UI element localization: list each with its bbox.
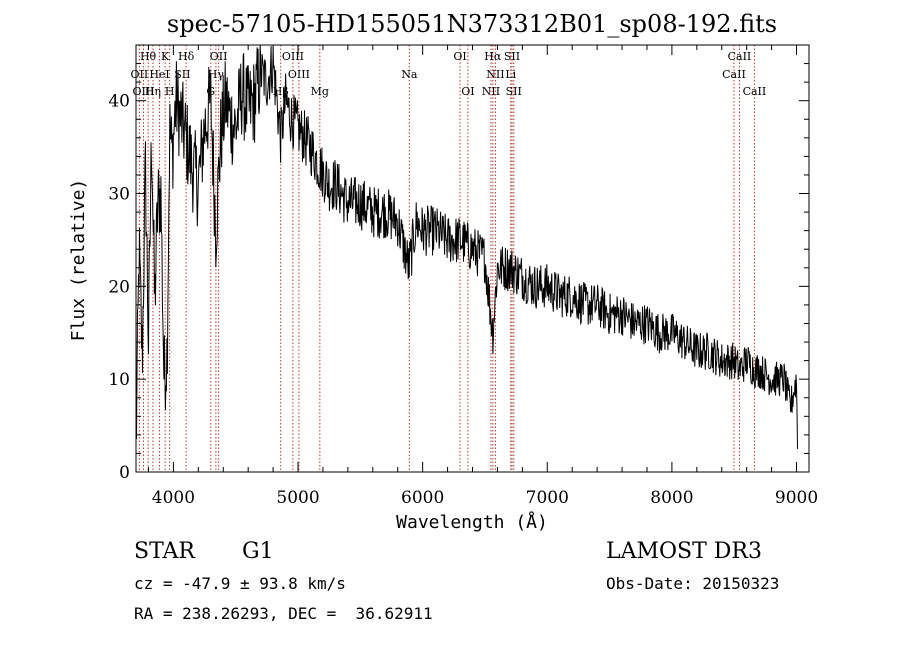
x-tick-label: 6000 xyxy=(401,488,444,508)
x-tick-label: 7000 xyxy=(526,488,569,508)
line-label: Hγ xyxy=(208,68,225,81)
plot-frame xyxy=(135,44,810,473)
y-tick-label: 30 xyxy=(108,185,130,205)
line-label: SII xyxy=(504,50,520,63)
x-tick-label: 8000 xyxy=(650,488,693,508)
line-label: Mg xyxy=(311,85,329,98)
line-label: Li xyxy=(505,68,516,81)
line-label: Hθ xyxy=(140,50,157,63)
line-label: H xyxy=(165,85,175,98)
line-label: Hα xyxy=(484,50,502,63)
line-label: Na xyxy=(401,68,418,81)
subclass: G1 xyxy=(242,539,274,564)
line-label: SII xyxy=(506,85,522,98)
line-label: OII xyxy=(131,68,149,81)
obs-date: Obs-Date: 20150323 xyxy=(606,574,780,593)
y-tick-label: 10 xyxy=(108,370,130,390)
line-label: Hδ xyxy=(178,50,195,63)
y-tick-label: 0 xyxy=(119,463,130,483)
spectrum-line xyxy=(135,44,798,450)
y-tick-label: 40 xyxy=(108,92,130,112)
line-label: OIII xyxy=(132,85,154,98)
line-label: OII xyxy=(210,50,228,63)
line-label: HeI xyxy=(149,68,169,81)
line-label: NII xyxy=(486,68,504,81)
line-label: OI xyxy=(453,50,466,63)
line-label: CaII xyxy=(728,50,752,63)
x-axis-label: Wavelength (Å) xyxy=(396,511,548,533)
line-label: CaII xyxy=(722,68,746,81)
line-label: CaII xyxy=(743,85,767,98)
y-axis-ticks: 0 10 20 30 40 xyxy=(108,63,809,483)
survey-name: LAMOST DR3 xyxy=(606,539,762,564)
x-tick-label: 4000 xyxy=(152,488,195,508)
object-class: STAR xyxy=(134,539,195,564)
line-label: OIII xyxy=(288,68,310,81)
x-axis-ticks: 4000 5000 6000 7000 8000 9000 xyxy=(147,45,818,508)
line-label: NII xyxy=(482,85,500,98)
x-tick-label: 9000 xyxy=(775,488,818,508)
y-tick-label: 20 xyxy=(108,277,130,297)
line-label: Hη xyxy=(145,85,161,98)
line-label: OI xyxy=(461,85,474,98)
line-label: K xyxy=(161,50,170,63)
redshift-readout: cz = -47.9 ± 93.8 km/s xyxy=(134,574,346,593)
line-label: OIII xyxy=(282,50,304,63)
y-axis-label: Flux (relative) xyxy=(68,179,89,342)
chart-title: spec-57105-HD155051N373312B01_sp08-192.f… xyxy=(167,10,777,38)
coordinates: RA = 238.26293, DEC = 36.62911 xyxy=(134,604,433,623)
x-tick-label: 5000 xyxy=(276,488,319,508)
